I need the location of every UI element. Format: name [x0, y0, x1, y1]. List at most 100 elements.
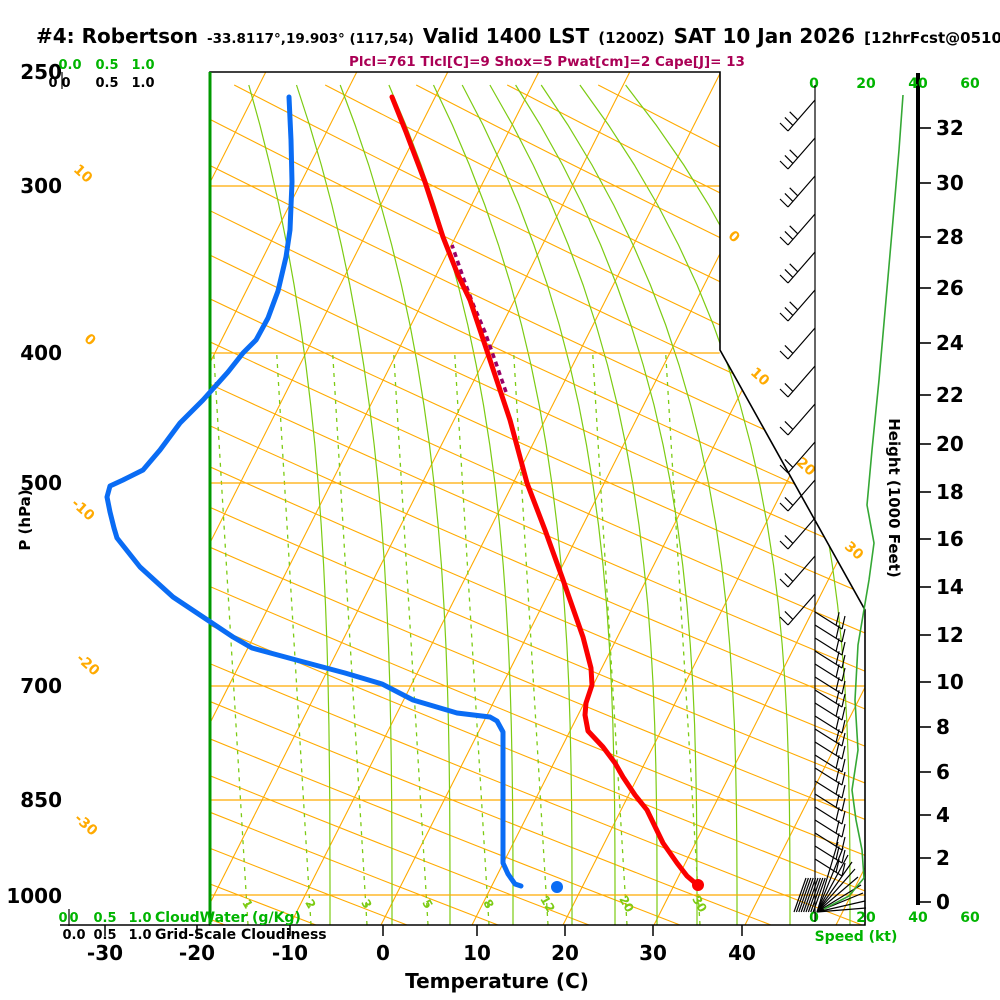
height-tick-label: 16 — [936, 527, 964, 551]
valid-time: Valid 1400 LST — [422, 24, 590, 48]
height-tick-label: 28 — [936, 225, 964, 249]
mixing-ratio-label: 2 — [302, 897, 318, 911]
height-axis-title: Height (1000 Feet) — [885, 418, 903, 578]
wind-barb — [779, 213, 816, 246]
temp-tick-label: 0 — [376, 941, 390, 965]
grid-moist-adiabats — [248, 84, 851, 925]
speed-tick-label: 0 — [809, 910, 819, 926]
height-tick-label: 30 — [936, 171, 964, 195]
surface-temperature-dot — [692, 879, 704, 891]
valid-date: SAT 10 Jan 2026 — [673, 24, 856, 48]
mixing-ratio-label: 30 — [689, 893, 709, 914]
wind-barb — [814, 780, 846, 799]
isotherm-label: 10 — [747, 365, 772, 390]
wind-barb — [779, 175, 816, 208]
wind-barb — [814, 819, 846, 838]
isotherm-label: 0 — [725, 228, 743, 247]
temp-tick-label: 20 — [551, 941, 579, 965]
mixing-ratio-label: 8 — [480, 897, 496, 911]
cloudiness-scale-label: 0.0 — [62, 928, 85, 943]
speed-tick-label: 40 — [908, 910, 928, 926]
temp-tick-label: -10 — [272, 941, 308, 965]
wind-barb — [814, 793, 846, 812]
speed-tick-label: 0 — [809, 76, 819, 92]
wind-barb — [814, 637, 846, 656]
wind-barb — [779, 365, 816, 398]
wind-barbs — [779, 85, 867, 922]
wind-barb — [814, 715, 846, 734]
wind-barb — [779, 479, 816, 512]
cloudiness-axis-title: Grid-Scale Cloudiness — [155, 927, 327, 943]
height-tick-label: 20 — [936, 432, 964, 456]
speed-tick-label: 60 — [960, 910, 980, 926]
sounding-indices: Plcl=761 Tlcl[C]=9 Shox=5 Pwat[cm]=2 Cap… — [349, 54, 745, 70]
height-tick-label: 26 — [936, 276, 964, 300]
wind-barb — [814, 663, 846, 682]
wind-barb — [814, 767, 846, 786]
temperature-axis-labels: -30 -20 -10 0 10 20 30 40 Temperature (C) — [87, 941, 756, 993]
cloudwater-scale-label: 1.0 — [128, 911, 151, 926]
pressure-gridlines — [210, 185, 865, 896]
valid-zulu: (1200Z) — [598, 29, 665, 47]
wind-barb — [814, 806, 846, 825]
cloudiness-scale-label: 1.0 — [131, 76, 154, 91]
wind-barb — [779, 555, 816, 588]
cloudiness-scale-label: 0 — [48, 76, 57, 91]
cloudwater-scale-label: 0 — [58, 911, 67, 926]
wind-barb — [814, 728, 846, 747]
temp-tick-label: 30 — [639, 941, 667, 965]
isotherm-label: 30 — [841, 539, 866, 564]
wind-barb — [779, 327, 816, 360]
pressure-tick-label: 250 — [20, 60, 62, 84]
height-tick-label: 24 — [936, 331, 964, 355]
temp-tick-label: 10 — [463, 941, 491, 965]
wind-barb — [814, 702, 846, 721]
mixing-ratio-label: 20 — [616, 893, 636, 914]
wind-barb — [814, 754, 846, 773]
speed-tick-label: 60 — [960, 76, 980, 92]
wind-barb — [779, 441, 816, 474]
height-tick-label: 14 — [936, 575, 964, 599]
dry-adiabat-label: -20 — [73, 651, 103, 680]
height-tick-label: 22 — [936, 383, 964, 407]
height-tick-label: 18 — [936, 480, 964, 504]
wind-barb — [814, 676, 846, 695]
cloudiness-scale-label: 1.0 — [128, 928, 151, 943]
cloudwater-scale-label: 0.5 — [93, 911, 116, 926]
pressure-axis: 250 300 400 500 700 850 1000 P (hPa) — [6, 60, 62, 908]
height-tick-label: 12 — [936, 623, 964, 647]
grid-isotherms — [210, 72, 865, 925]
wind-barb — [814, 689, 846, 708]
dry-adiabat-label: 10 — [70, 162, 95, 187]
cloudwater-scale-label: 0.5 — [95, 58, 118, 73]
plot-border — [209, 71, 866, 926]
wind-barb — [814, 650, 846, 669]
temp-tick-label: -20 — [179, 941, 215, 965]
height-tick-label: 32 — [936, 116, 964, 140]
surface-dewpoint-dot — [551, 881, 563, 893]
pressure-tick-label: 850 — [20, 788, 62, 812]
speed-axis-title: Speed (kt) — [815, 929, 898, 945]
height-tick-label: 4 — [936, 803, 950, 827]
cloudwater-axis-title: CloudWater (g/Kg) — [155, 910, 301, 926]
wind-barb — [814, 741, 846, 760]
height-tick-label: 8 — [936, 715, 950, 739]
wind-barb — [779, 251, 816, 284]
dewpoint-curve — [104, 94, 524, 889]
cloudiness-scale-label: 0.5 — [95, 76, 118, 91]
speed-tick-label: 40 — [908, 76, 928, 92]
wind-speed-profile — [823, 94, 904, 910]
dry-adiabat-label: -30 — [71, 811, 101, 840]
mixing-ratio-label: 5 — [419, 897, 435, 911]
temp-tick-label: -30 — [87, 941, 123, 965]
grid-dry-adiabats — [210, 84, 865, 925]
parcel-curve — [450, 244, 508, 393]
dry-adiabat-label: 0 — [81, 331, 99, 350]
pressure-tick-label: 700 — [20, 674, 62, 698]
height-tick-label: 2 — [936, 846, 950, 870]
chart-title: #4: Robertson -33.8117°,19.903° (117,54)… — [36, 24, 1000, 48]
